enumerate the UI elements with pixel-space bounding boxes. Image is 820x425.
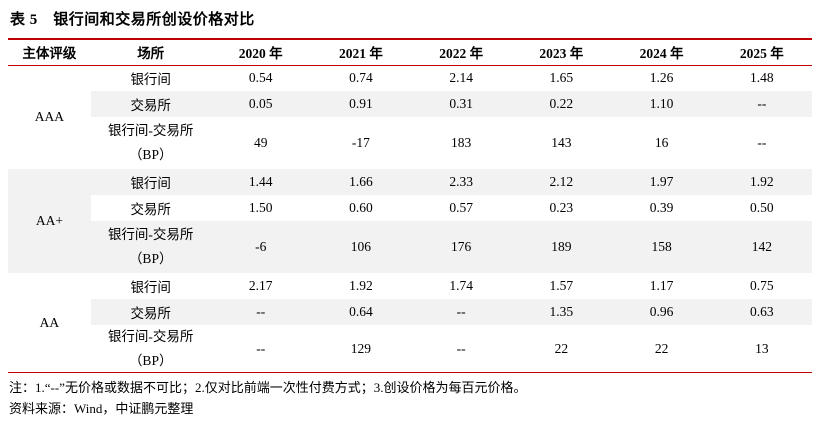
- value-cell: 2.12: [511, 169, 612, 195]
- value-cell: 0.39: [649, 200, 674, 215]
- value-cell: 1.48: [750, 70, 774, 86]
- venue-cell: 银行间-交易所 （BP）: [91, 325, 211, 373]
- rating-cell-aa: AA: [39, 314, 60, 330]
- value-cell: 2.33: [411, 169, 512, 195]
- column-header-2021: 2021 年: [310, 39, 412, 66]
- value-cell: --: [411, 299, 512, 325]
- venue-label-line1: 银行间-交易所: [107, 329, 194, 344]
- value-cell: -6: [210, 221, 311, 273]
- value-cell: 2.17: [248, 278, 273, 293]
- value-cell: 1.74: [449, 278, 473, 293]
- value-cell: 0.50: [750, 200, 774, 215]
- table-row-aap-exchange: 交易所 1.50 0.60 0.57 0.23 0.39 0.50: [8, 195, 812, 221]
- value-cell: 1.65: [549, 70, 574, 86]
- value-cell: 0.91: [310, 91, 412, 117]
- table-row-aa-interbank: AA 银行间 2.17 1.92 1.74 1.57 1.17 0.75: [8, 273, 812, 330]
- table-notes: 注：1.“--”无价格或数据不可比；2.仅对比前端一次性付费方式；3.创设价格为…: [9, 380, 527, 396]
- value-cell: 1.92: [349, 278, 373, 293]
- venue-label-line1: 银行间-交易所: [107, 123, 194, 139]
- venue-cell: 银行间: [90, 169, 211, 195]
- value-cell: 0.22: [511, 91, 612, 117]
- table-title: 表 5 银行间和交易所创设价格对比: [10, 12, 255, 28]
- column-header-2022: 2022 年: [411, 39, 512, 66]
- value-cell: 0.74: [349, 70, 373, 86]
- value-cell: 1.10: [611, 91, 712, 117]
- table-row-aaa-spread: 银行间-交易所 （BP） 49 -17 183 143 16 --: [8, 117, 812, 169]
- venue-label-line2: （BP）: [128, 352, 173, 368]
- column-header-2020: 2020 年: [210, 39, 311, 66]
- value-cell: 0.75: [750, 278, 774, 293]
- value-cell: 0.05: [210, 91, 311, 117]
- venue-cell: 银行间-交易所 （BP）: [91, 117, 211, 169]
- value-cell: --: [256, 340, 266, 356]
- value-cell: 143: [551, 135, 572, 150]
- value-cell: 158: [611, 221, 712, 273]
- value-cell: 0.63: [711, 299, 812, 325]
- venue-cell: 银行间: [130, 280, 171, 295]
- value-cell: 22: [554, 340, 569, 356]
- rating-cell-aa-plus: AA+: [8, 169, 91, 273]
- value-cell: 13: [755, 340, 769, 356]
- value-cell: 49: [253, 135, 268, 150]
- venue-cell: 银行间-交易所 （BP）: [90, 221, 211, 273]
- column-header-venue: 场所: [90, 39, 211, 66]
- value-cell: 142: [711, 221, 812, 273]
- value-cell: --: [757, 135, 767, 150]
- venue-cell: 银行间: [130, 72, 171, 88]
- value-cell: 1.97: [611, 169, 712, 195]
- value-cell: 189: [511, 221, 612, 273]
- value-cell: 1.66: [310, 169, 412, 195]
- value-cell: 1.44: [210, 169, 311, 195]
- column-header-2023: 2023 年: [511, 39, 612, 66]
- value-cell: 1.26: [649, 70, 674, 86]
- value-cell: 183: [451, 135, 472, 150]
- column-header-2025: 2025 年: [711, 39, 812, 66]
- header-row: 主体评级 场所 2020 年 2021 年 2022 年 2023 年 2024…: [8, 39, 812, 66]
- value-cell: -17: [351, 135, 370, 150]
- value-cell: 1.50: [248, 200, 273, 215]
- value-cell: --: [210, 299, 311, 325]
- rating-cell-aaa: AAA: [34, 109, 65, 125]
- venue-cell: 交易所: [90, 91, 211, 117]
- value-cell: 106: [310, 221, 412, 273]
- value-cell: 176: [411, 221, 512, 273]
- column-header-rating: 主体评级: [8, 39, 91, 66]
- table-row-aa-exchange: 交易所 -- 0.64 -- 1.35 0.96 0.63: [8, 299, 812, 325]
- value-cell: 0.60: [349, 200, 373, 215]
- value-cell: 1.92: [711, 169, 812, 195]
- value-cell: 2.14: [449, 70, 473, 86]
- venue-label-line2: （BP）: [128, 147, 173, 162]
- venue-cell: 交易所: [90, 299, 211, 325]
- venue-label-line1: 银行间-交易所: [107, 227, 194, 243]
- value-cell: 1.57: [549, 278, 574, 293]
- value-cell: 0.64: [310, 299, 412, 325]
- table-row-aaa-exchange: 交易所 0.05 0.91 0.31 0.22 1.10 --: [8, 91, 812, 117]
- value-cell: 22: [654, 340, 669, 356]
- price-comparison-table: 主体评级 场所 2020 年 2021 年 2022 年 2023 年 2024…: [8, 38, 812, 374]
- value-cell: --: [711, 91, 812, 117]
- value-cell: 129: [350, 340, 372, 356]
- value-cell: 0.31: [411, 91, 512, 117]
- table-row-aa-spread: 银行间-交易所 （BP） -- 129 -- 22 22 13: [8, 325, 812, 373]
- column-header-2024: 2024 年: [611, 39, 712, 66]
- table-row-aap-interbank: AA+ 银行间 1.44 1.66 2.33 2.12 1.97 1.92: [8, 169, 812, 273]
- value-cell: --: [456, 340, 466, 356]
- value-cell: 0.57: [449, 200, 473, 215]
- value-cell: 16: [654, 135, 669, 150]
- value-cell: 1.35: [511, 299, 612, 325]
- table-source: 资料来源：Wind，中证鹏元整理: [9, 401, 194, 417]
- value-cell: 0.96: [611, 299, 712, 325]
- venue-cell: 交易所: [130, 202, 171, 217]
- value-cell: 0.23: [549, 200, 574, 215]
- value-cell: 0.54: [248, 70, 273, 86]
- table-row-aaa-interbank: AAA 银行间 0.54 0.74 2.14 1.65 1.26 1.48: [8, 65, 812, 124]
- venue-label-line2: （BP）: [128, 251, 173, 266]
- table-row-aap-spread: 银行间-交易所 （BP） -6 106 176 189 158 142: [8, 221, 812, 273]
- value-cell: 1.17: [649, 278, 674, 293]
